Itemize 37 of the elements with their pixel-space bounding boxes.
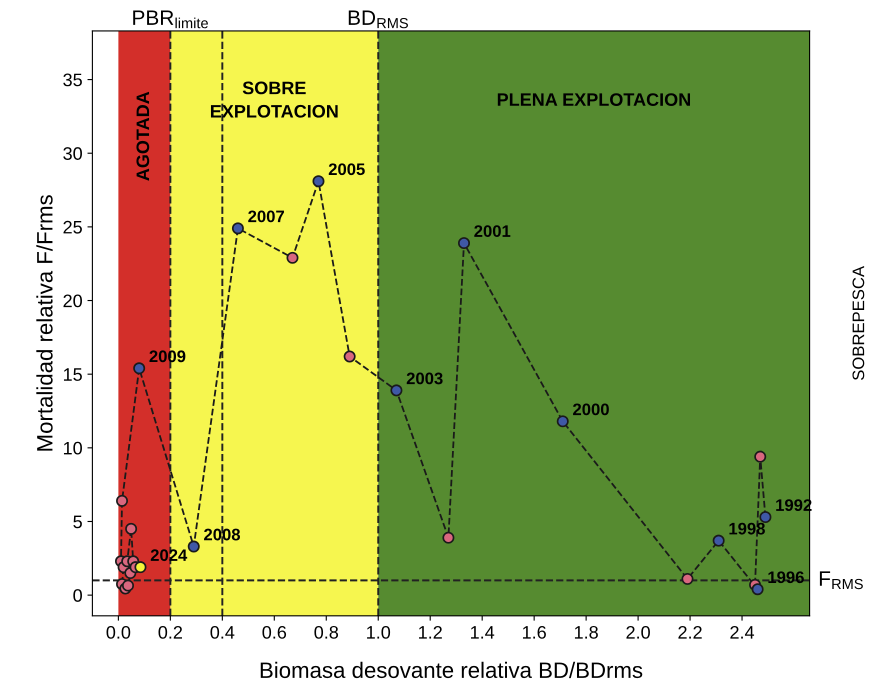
ref-line-label: F$_{RMS}$ [820, 571, 863, 590]
text: SOBREPESCA [852, 266, 864, 380]
x-tick-label: 0.4 [210, 626, 234, 639]
x-tick-label: 2.2 [678, 626, 702, 639]
x-tick-label: 2.0 [626, 626, 650, 639]
x-tick-label: 1.6 [522, 626, 546, 639]
x-tick-label: 1.2 [419, 626, 442, 639]
ref-line-label: BD$_{RMS}$ [348, 10, 408, 28]
x-tick-label: 1.4 [471, 626, 494, 639]
x-tick-label: 1.8 [574, 626, 598, 639]
ref-line-label: PBR$_{limite}$ [133, 10, 208, 28]
y-tick-label: 0 [73, 589, 82, 602]
y-tick-label: 30 [63, 147, 82, 160]
x-tick-label: 0.0 [106, 626, 130, 639]
band-label: SOBRE EXPLOTACION [210, 82, 338, 118]
band-label: PLENA EXPLOTACION [498, 93, 690, 106]
x-axis-title: Biomasa desovante relativa BD/BDrms [260, 662, 642, 678]
y-tick-label: 25 [64, 220, 82, 234]
annotation: 2008 [204, 528, 240, 540]
x-tick-label: 1.0 [367, 626, 390, 639]
annotation: 2005 [328, 163, 365, 176]
y-axis-title: Mortalidad relativa F/Frms [36, 195, 53, 451]
x-tick-label: 0.6 [262, 626, 286, 639]
x-tick-label: 0.2 [158, 626, 182, 639]
x-tick-label: 0.8 [314, 626, 338, 639]
band-label: AGOTADA [136, 92, 150, 181]
y-tick-label: 5 [73, 516, 82, 528]
y-tick-label: 15 [64, 368, 82, 381]
annotation: 2001 [474, 225, 510, 238]
y-tick-label: 20 [64, 294, 82, 308]
annotation: 1998 [729, 522, 765, 535]
x-tick-label: 2.4 [730, 626, 754, 639]
y-tick-label: 10 [64, 442, 82, 455]
y-tick-label: 35 [63, 74, 82, 86]
annotation: 2007 [248, 210, 284, 222]
annotation: 2003 [406, 372, 443, 384]
annotation: 2000 [573, 403, 609, 416]
